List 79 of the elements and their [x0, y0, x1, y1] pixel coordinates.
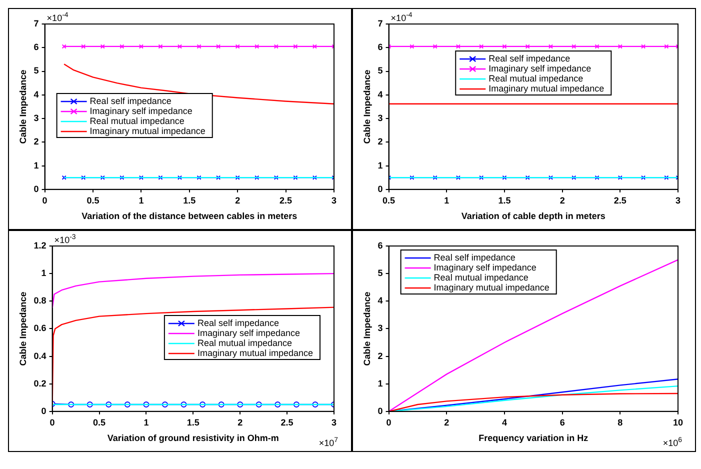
x-tick-label: 8	[618, 417, 623, 428]
legend-label: Real self impedance	[434, 252, 516, 262]
y-tick-label: 0.6	[34, 323, 46, 334]
x-tick-label: 1	[138, 195, 144, 206]
legend-label: Imaginary mutual impedance	[197, 348, 314, 358]
x-tick-label: 0	[386, 417, 392, 428]
y-tick-label: 1	[34, 160, 39, 170]
y-tick-label: 2	[378, 136, 383, 147]
y-axis-title: Cable Impedance	[18, 70, 28, 144]
x-axis-title: Variation of cable depth in meters	[461, 211, 606, 222]
y-tick-label: 1	[378, 160, 383, 170]
y-axis-title: Cable Impedance	[362, 70, 372, 144]
y-tick-label: 4	[378, 89, 383, 100]
legend-label: Imaginary self impedance	[488, 63, 592, 74]
y-tick-label: 0	[41, 406, 46, 416]
x-tick-label: 1.5	[183, 195, 196, 206]
y-tick-label: 0	[378, 184, 383, 194]
x-tick-label: 0.5	[93, 417, 106, 428]
y-tick-label: 1.2	[34, 240, 46, 250]
legend-label: Real mutual impedance	[197, 338, 292, 348]
legend-label: Imaginary self impedance	[90, 106, 192, 116]
y-tick-label: 3	[34, 113, 39, 123]
y-tick-label: 5	[378, 268, 383, 278]
x-tick-label: 1.5	[186, 417, 200, 428]
y-axis-title: Cable Impedance	[18, 292, 28, 366]
y-tick-label: 3	[378, 113, 383, 123]
y-tick-label: 0.8	[34, 296, 46, 306]
x-tick-label: 1	[444, 195, 450, 206]
x-tick-label: 3	[331, 195, 337, 206]
y-tick-label: 4	[378, 296, 383, 306]
y-tick-label: 6	[378, 42, 383, 52]
x-axis-title: Variation of the distance between cables in meters	[82, 211, 298, 222]
y-tick-label: 4	[34, 89, 39, 100]
y-tick-label: 1	[378, 378, 383, 388]
x-tick-label: 1	[144, 417, 149, 428]
x-tick-label: 10	[672, 417, 684, 428]
x-axis-title: Variation of ground resistivity in Ohm-m	[107, 433, 279, 444]
x-tick-label: 3	[675, 195, 681, 206]
legend-label: Real self impedance	[90, 96, 172, 106]
x-tick-label: 2	[560, 195, 565, 206]
x-axis-title: Frequency variation in Hz	[478, 433, 589, 444]
x-tick-label: 0.5	[382, 195, 396, 206]
legend-label: Imaginary self impedance	[197, 328, 300, 338]
x-tick-label: 4	[502, 417, 507, 428]
x-tick-label: 2	[235, 195, 240, 206]
legend-label: Imaginary mutual impedance	[488, 83, 604, 94]
legend-label: Imaginary mutual impedance	[90, 126, 206, 136]
y-tick-label: 7	[34, 18, 39, 28]
y-tick-label: 5	[34, 66, 39, 76]
legend-label: Real mutual impedance	[434, 272, 528, 282]
legend-label: Imaginary self impedance	[434, 262, 536, 272]
legend-label: Real self impedance	[488, 53, 570, 64]
x-tick-label: 2	[238, 417, 243, 428]
legend-label: Imaginary mutual impedance	[434, 282, 550, 292]
legend-label: Real mutual impedance	[90, 116, 184, 126]
y-tick-label: 2	[378, 350, 383, 361]
y-tick-label: 0	[34, 184, 39, 194]
y-tick-label: 0	[378, 406, 383, 416]
x-tick-label: 2	[444, 417, 450, 428]
y-tick-label: 7	[378, 18, 383, 28]
y-tick-label: 1	[41, 268, 46, 278]
y-tick-label: 0.2	[34, 378, 46, 388]
y-tick-label: 5	[378, 66, 383, 76]
x-tick-label: 2.5	[280, 417, 294, 428]
y-tick-label: 2	[34, 136, 39, 147]
y-tick-label: 3	[378, 323, 383, 334]
x-tick-label: 0.5	[86, 195, 100, 206]
y-axis-title: Cable Impedance	[362, 292, 372, 366]
x-tick-label: 0	[50, 417, 55, 428]
x-tick-label: 2.5	[280, 195, 292, 206]
x-tick-label: 1.5	[498, 195, 511, 206]
y-tick-label: 0.4	[34, 350, 46, 361]
y-tick-label: 6	[378, 240, 383, 250]
legend-label: Real self impedance	[197, 318, 279, 328]
y-tick-label: 6	[34, 42, 39, 52]
x-tick-label: 2.5	[614, 195, 626, 206]
legend-label: Real mutual impedance	[488, 73, 584, 84]
x-tick-label: 3	[331, 417, 337, 428]
x-tick-label: 6	[560, 417, 565, 428]
